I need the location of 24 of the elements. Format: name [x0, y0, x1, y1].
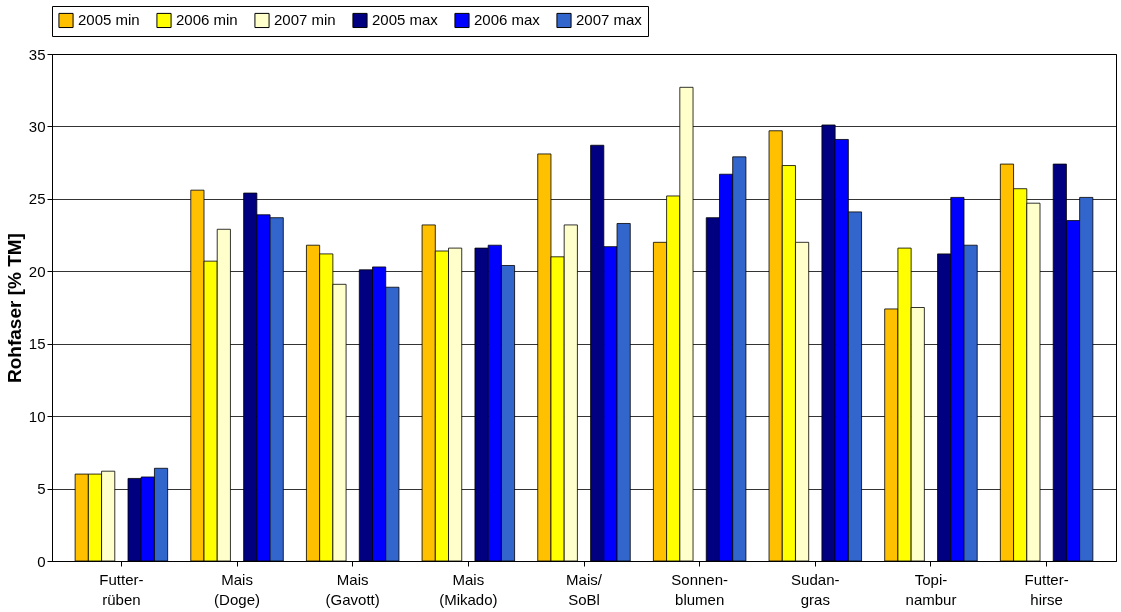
- y-axis-title: Rohfaser [% TM]: [3, 233, 25, 383]
- y-tick-label: 35: [28, 45, 46, 63]
- y-tick-label: 25: [28, 190, 46, 208]
- x-tick-label: Mais (Doge): [214, 570, 260, 608]
- x-tick-label: Mais (Mikado): [439, 570, 498, 608]
- x-tick-label: Futter- hirse: [1024, 570, 1069, 608]
- legend-label: 2005 min: [78, 11, 140, 29]
- x-tick-label: Sonnen- blumen: [671, 570, 729, 608]
- y-tick-label: 20: [28, 262, 46, 280]
- x-tick-label: Mais (Gavott): [325, 570, 380, 608]
- x-tick-label: Mais/ SoBl: [566, 570, 603, 608]
- legend-label: 2006 min: [176, 11, 238, 29]
- legend-label: 2005 max: [372, 11, 439, 29]
- y-tick-label: 0: [37, 552, 46, 570]
- y-tick-label: 5: [37, 480, 46, 498]
- legend-label: 2007 max: [576, 11, 643, 29]
- y-tick-label: 30: [28, 117, 46, 135]
- legend-label: 2006 max: [474, 11, 541, 29]
- y-tick-label: 15: [28, 335, 46, 353]
- x-tick-label: Futter- rüben: [99, 570, 144, 608]
- x-tick-label: Sudan- gras: [791, 570, 840, 608]
- y-tick-label: 10: [28, 407, 46, 425]
- legend-label: 2007 min: [274, 11, 336, 29]
- x-tick-label: Topi- nambur: [905, 570, 957, 608]
